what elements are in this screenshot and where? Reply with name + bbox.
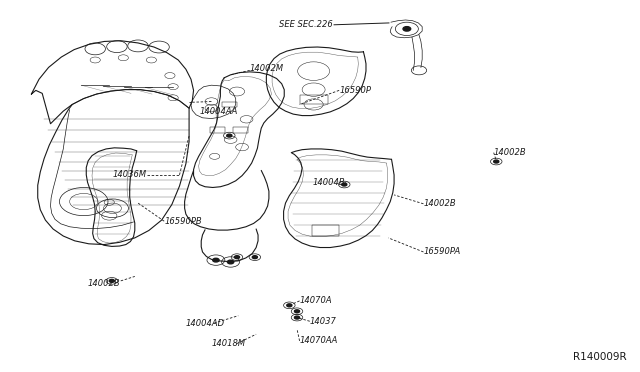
Text: 16590P: 16590P	[339, 86, 371, 95]
Circle shape	[227, 260, 234, 264]
Bar	[232, 128, 248, 134]
Bar	[221, 102, 237, 108]
Text: 16590PB: 16590PB	[164, 217, 202, 226]
Circle shape	[227, 134, 232, 137]
Text: R140009R: R140009R	[573, 352, 627, 362]
Text: 14004AD: 14004AD	[186, 320, 225, 328]
Text: SEE SEC.226: SEE SEC.226	[279, 20, 333, 29]
Circle shape	[212, 258, 219, 262]
Text: 14004B: 14004B	[312, 178, 345, 187]
Circle shape	[342, 183, 347, 186]
Text: 14070AA: 14070AA	[300, 336, 338, 346]
Text: 14036M: 14036M	[113, 170, 147, 179]
Text: 14002B: 14002B	[493, 148, 526, 157]
Text: 14002B: 14002B	[424, 199, 456, 208]
Bar	[300, 95, 328, 105]
Bar	[312, 225, 339, 236]
Text: 16590PA: 16590PA	[424, 247, 461, 256]
Text: 14018M: 14018M	[211, 339, 246, 348]
Text: 14004AA: 14004AA	[200, 108, 238, 116]
Bar	[210, 128, 225, 134]
Circle shape	[287, 304, 292, 307]
Circle shape	[294, 316, 300, 319]
Circle shape	[109, 279, 115, 282]
Text: 14002M: 14002M	[250, 64, 284, 73]
Circle shape	[493, 160, 499, 163]
Circle shape	[252, 256, 257, 259]
Text: 14070A: 14070A	[300, 296, 332, 305]
Circle shape	[403, 27, 411, 31]
Circle shape	[294, 310, 300, 313]
Text: 14037: 14037	[310, 317, 337, 326]
Circle shape	[234, 256, 239, 259]
Text: 14002B: 14002B	[88, 279, 120, 288]
